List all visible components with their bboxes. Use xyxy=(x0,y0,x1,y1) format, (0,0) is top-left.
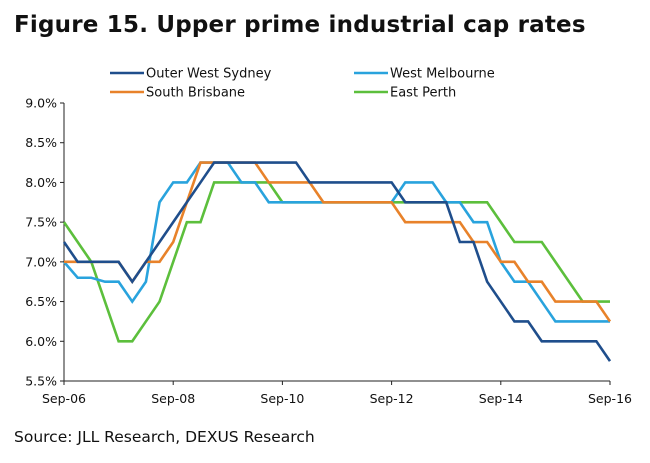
chart-axes: 5.5% 6.0% 6.5% 7.0% 7.5% 8.0% 8.5% 9.0% Sep-06 Se… xyxy=(25,96,632,407)
x-tick-label: Sep-06 xyxy=(42,391,86,406)
y-tick-label: 8.0% xyxy=(25,175,57,190)
x-tick-label: Sep-12 xyxy=(370,391,414,406)
legend-label-west-melbourne: West Melbourne xyxy=(390,67,495,82)
plot-area xyxy=(62,161,612,362)
series-line-south-brisbane xyxy=(64,161,612,323)
y-tick-label: 5.5% xyxy=(25,374,57,389)
y-tick-label: 7.0% xyxy=(25,254,57,269)
y-tick-label: 6.5% xyxy=(25,294,57,309)
chart-legend: Outer West Sydney West Melbourne South Bri… xyxy=(110,67,495,101)
legend-label-south-brisbane: South Brisbane xyxy=(146,86,245,101)
source-note: Source: JLL Research, DEXUS Research xyxy=(14,428,315,446)
x-tick-label: Sep-08 xyxy=(151,391,195,406)
series-line-outer-west-sydney xyxy=(62,161,612,362)
x-tick-label: Sep-14 xyxy=(479,391,523,406)
figure-title: Figure 15. Upper prime industrial cap ra… xyxy=(14,12,586,38)
y-tick-label: 9.0% xyxy=(25,96,57,111)
x-tick-label: Sep-10 xyxy=(260,391,304,406)
legend-label-outer-west-sydney: Outer West Sydney xyxy=(146,67,272,82)
y-tick-label: 7.5% xyxy=(25,215,57,230)
y-tick-label: 6.0% xyxy=(25,334,57,349)
x-tick-label: Sep-16 xyxy=(588,391,632,406)
y-tick-label: 8.5% xyxy=(25,135,57,150)
legend-label-east-perth: East Perth xyxy=(390,86,456,101)
